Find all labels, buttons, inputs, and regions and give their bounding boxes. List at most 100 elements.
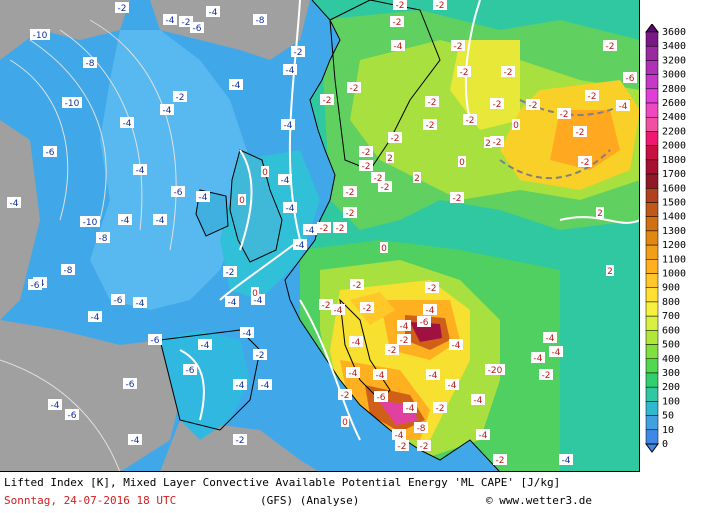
land-lifted-index-value: -2 bbox=[398, 442, 407, 452]
stable-area-southwest bbox=[0, 320, 180, 471]
ocean-label-box bbox=[281, 119, 295, 130]
land-label-box bbox=[596, 207, 604, 218]
land-label-box bbox=[378, 181, 392, 192]
legend-label: 1500 bbox=[662, 197, 686, 208]
land-lifted-index-value: -2 bbox=[341, 391, 350, 401]
land-lifted-index-value: -4 bbox=[552, 348, 561, 358]
ocean-label-box bbox=[88, 311, 102, 322]
ocean-label-box bbox=[229, 79, 243, 90]
ocean-lifted-index-value: -6 bbox=[186, 366, 195, 376]
legend-color-swatch bbox=[645, 173, 659, 189]
land-lifted-index-value: -2 bbox=[388, 346, 397, 356]
land-lifted-index-value: -4 bbox=[334, 306, 343, 316]
ocean-label-box bbox=[61, 264, 75, 275]
ocean-label-box bbox=[148, 334, 162, 345]
legend-color-swatch bbox=[645, 429, 659, 445]
ocean-label-box bbox=[118, 214, 132, 225]
land-label-box bbox=[392, 429, 406, 440]
ocean-label-box bbox=[153, 214, 167, 225]
land-lifted-index-value: -2 bbox=[504, 68, 513, 78]
ocean-lifted-index-value: -4 bbox=[163, 106, 172, 116]
ocean-label-box bbox=[30, 29, 50, 40]
land-lifted-index-value: -2 bbox=[453, 194, 462, 204]
legend-color-swatch bbox=[645, 116, 659, 132]
legend-label: 1800 bbox=[662, 155, 686, 166]
land-lifted-index-value: -2 bbox=[496, 456, 505, 466]
land-lifted-index-value: -4 bbox=[534, 354, 543, 364]
land-lifted-index-value: -2 bbox=[350, 84, 359, 94]
ocean-lifted-index-value: -8 bbox=[86, 59, 95, 69]
land-label-box bbox=[450, 192, 464, 203]
land-label-box bbox=[426, 369, 440, 380]
land-label-box bbox=[251, 287, 259, 298]
legend-label: 500 bbox=[662, 340, 680, 351]
land-label-box bbox=[238, 194, 246, 205]
land-lifted-index-value: -2 bbox=[374, 174, 383, 184]
ocean-label-box bbox=[251, 294, 265, 305]
ocean-lifted-index-value: -4 bbox=[236, 381, 245, 391]
land-label-box bbox=[425, 282, 439, 293]
legend-color-swatch bbox=[645, 45, 659, 61]
ocean-lifted-index-value: -4 bbox=[261, 381, 270, 391]
ocean-lifted-index-value: -4 bbox=[286, 66, 295, 76]
ocean-label-box bbox=[123, 378, 137, 389]
ocean-lifted-index-labels: -10-10-8-6-4-4-8-10-8-6-6-4-2-2-4-8-4-4-… bbox=[7, 2, 573, 466]
legend-color-swatch bbox=[645, 287, 659, 303]
legend-color-swatch bbox=[645, 344, 659, 360]
land-lifted-index-value: -2 bbox=[346, 188, 355, 198]
legend-color-swatch bbox=[645, 202, 659, 217]
land-label-box bbox=[338, 389, 352, 400]
land-label-box bbox=[485, 364, 505, 375]
legend-color-swatch bbox=[645, 159, 659, 175]
legend-color-swatch bbox=[645, 415, 659, 431]
legend-label: 3200 bbox=[662, 55, 686, 66]
legend-label: 1200 bbox=[662, 240, 686, 251]
land-lifted-index-value: -2 bbox=[576, 128, 585, 138]
land-label-box bbox=[451, 40, 465, 51]
ocean-lifted-index-value: -6 bbox=[126, 380, 135, 390]
ocean-label-box bbox=[128, 434, 142, 445]
legend-color-swatch bbox=[645, 330, 659, 345]
ocean-label-box bbox=[115, 2, 129, 13]
legend-color-swatch bbox=[645, 401, 659, 416]
legend-color-swatch bbox=[645, 386, 659, 402]
legend-label: 1000 bbox=[662, 269, 686, 280]
land-label-box bbox=[403, 402, 417, 413]
land-lifted-index-value: -2 bbox=[353, 281, 362, 291]
land-label-box bbox=[373, 369, 387, 380]
legend-label: 900 bbox=[662, 283, 680, 294]
land-lifted-index-value: -2 bbox=[420, 442, 429, 452]
land-lifted-index-value: -2 bbox=[396, 1, 405, 11]
ocean-lifted-index-value: -6 bbox=[193, 24, 202, 34]
legend-label: 1400 bbox=[662, 212, 686, 223]
land-label-box bbox=[393, 0, 407, 10]
ocean-label-box bbox=[225, 296, 239, 307]
legend-color-swatch bbox=[645, 145, 659, 161]
ocean-lifted-index-value: -2 bbox=[256, 351, 265, 361]
land-lifted-index-value: -2 bbox=[323, 96, 332, 106]
ocean-label-box bbox=[233, 434, 247, 445]
legend-label: 1100 bbox=[662, 254, 686, 265]
land-lifted-index-value: -2 bbox=[493, 100, 502, 110]
land-lifted-index-value: -2 bbox=[588, 92, 597, 102]
ocean-label-box bbox=[120, 117, 134, 128]
land-lifted-index-value: -2 bbox=[493, 138, 502, 148]
ocean-lifted-index-value: -2 bbox=[118, 4, 127, 14]
map-footer: Lifted Index [K], Mixed Layer Convective… bbox=[0, 473, 640, 513]
ocean-lifted-index-value: -4 bbox=[156, 216, 165, 226]
ocean-lifted-index-value: -10 bbox=[83, 218, 98, 228]
legend-color-swatch bbox=[645, 244, 659, 260]
ocean-lifted-index-value: -4 bbox=[199, 193, 208, 203]
land-label-box bbox=[414, 422, 428, 433]
land-lifted-index-value: -8 bbox=[417, 424, 426, 434]
weather-map: -10-10-8-6-4-4-8-10-8-6-6-4-2-2-4-8-4-4-… bbox=[0, 0, 640, 472]
land-label-box bbox=[573, 126, 587, 137]
land-lifted-index-value: -2 bbox=[363, 304, 372, 314]
legend-label: 700 bbox=[662, 311, 680, 322]
land-lifted-index-value: -6 bbox=[377, 393, 386, 403]
ocean-lifted-index-value: -4 bbox=[123, 119, 132, 129]
land-label-box bbox=[463, 114, 477, 125]
cape-legend: 3600 3400 3200 3000 2800 2600 2400 2200 2000 1800… bbox=[644, 23, 704, 464]
ocean-label-box bbox=[160, 104, 174, 115]
land-label-box bbox=[386, 152, 394, 163]
